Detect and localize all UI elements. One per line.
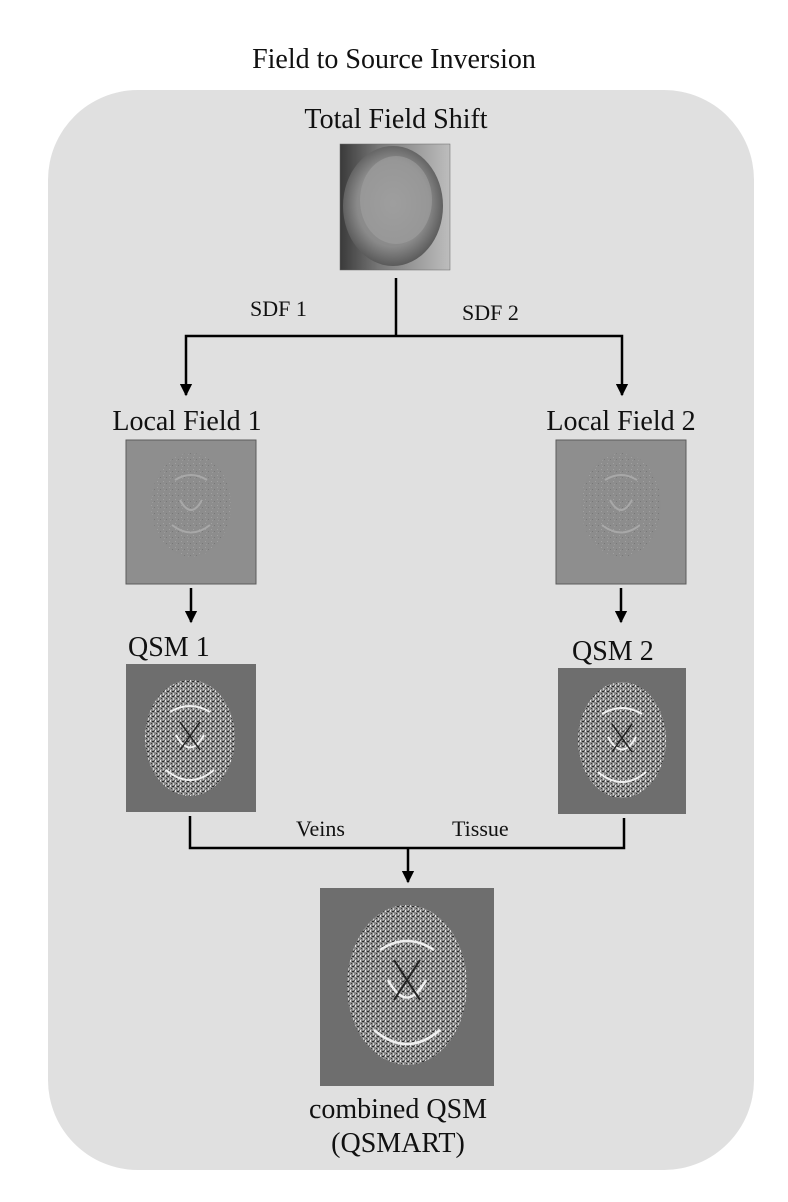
total-field-label: Total Field Shift [304, 104, 488, 135]
combined-qsm-label: combined QSM [308, 1094, 488, 1125]
tissue-label: Tissue [452, 816, 509, 841]
local-field-2-image [555, 439, 687, 585]
connectors [179, 278, 629, 884]
local-field-1-label: Local Field 1 [112, 406, 262, 437]
qsmart-label: (QSMART) [331, 1128, 465, 1159]
connector-qsm1-to-combined [188, 816, 408, 850]
qsm-1-image [126, 664, 256, 812]
local-field-2-label: Local Field 2 [546, 406, 696, 437]
combined-qsm-image [320, 888, 494, 1086]
veins-label: Veins [296, 816, 345, 841]
total-field-image [339, 143, 451, 271]
connector-split-right [396, 334, 629, 397]
connector-split-left [179, 334, 396, 397]
qsm-2-image [558, 668, 686, 814]
diagram-title: Field to Source Inversion [252, 44, 536, 75]
sdf1-label: SDF 1 [250, 296, 307, 321]
sdf2-label: SDF 2 [462, 300, 519, 325]
local-field-1-image [125, 439, 257, 585]
qsm-1-label: QSM 1 [128, 632, 210, 663]
connector-qsm2-to-combined [408, 818, 626, 850]
qsm-2-label: QSM 2 [572, 636, 654, 667]
